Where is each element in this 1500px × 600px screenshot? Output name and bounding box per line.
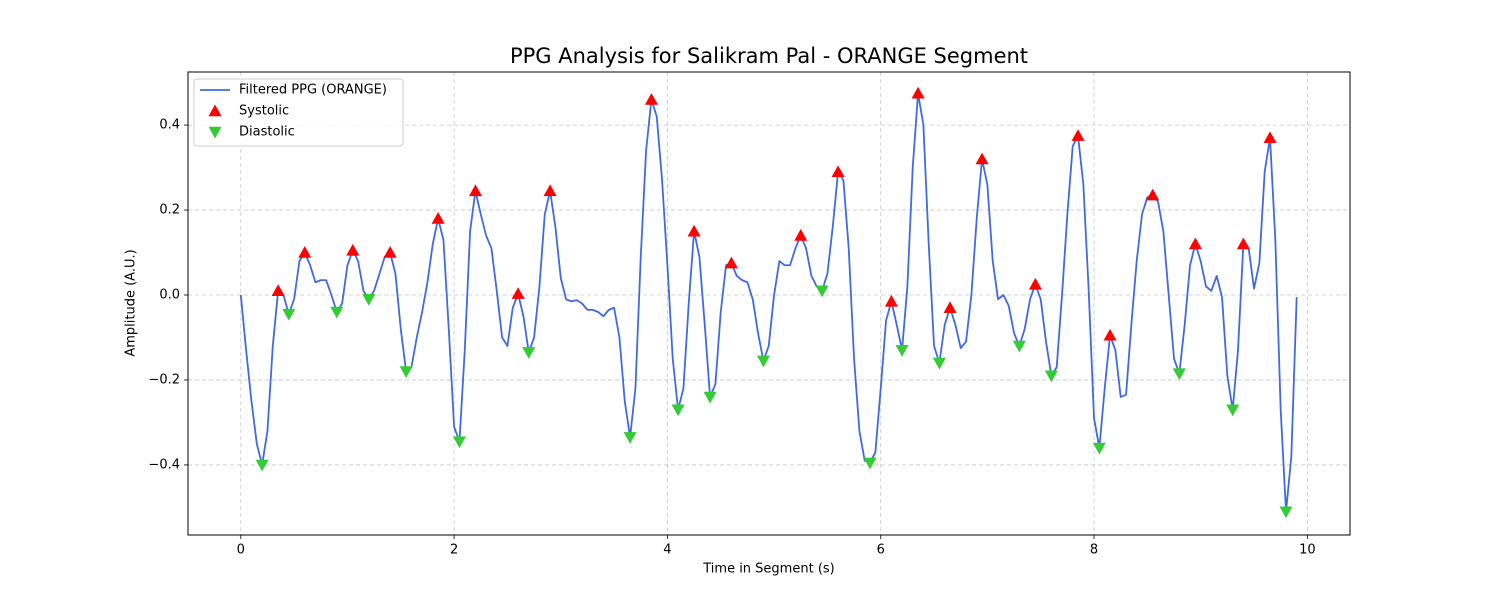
systolic-marker	[271, 284, 285, 296]
diastolic-marker	[522, 347, 536, 359]
systolic-marker	[943, 301, 957, 313]
legend-box	[193, 78, 404, 147]
diastolic-marker	[330, 306, 344, 319]
diastolic-marker	[362, 294, 376, 306]
diastolic-marker	[703, 391, 717, 404]
y-axis-label: Amplitude (A.U.)	[124, 249, 139, 356]
systolic-marker	[1103, 328, 1117, 341]
diastolic-marker	[282, 308, 296, 321]
diastolic-marker	[623, 432, 637, 444]
diastolic-marker	[1172, 368, 1186, 381]
y-tick-label: 0.2	[159, 203, 180, 218]
diastolic-marker	[399, 366, 413, 378]
diastolic-marker	[756, 355, 770, 368]
diastolic-marker	[1012, 340, 1026, 353]
x-tick-label: 10	[1299, 543, 1316, 558]
x-tick-label: 0	[237, 543, 245, 558]
diastolic-marker	[1092, 442, 1106, 455]
legend-label: Systolic	[239, 104, 289, 119]
systolic-marker	[1236, 237, 1250, 250]
systolic-marker	[794, 229, 808, 241]
x-axis-label: Time in Segment (s)	[702, 562, 834, 577]
diastolic-marker	[1279, 506, 1293, 519]
diastolic-marker	[932, 357, 946, 370]
y-tick-label: 0.0	[159, 288, 180, 303]
x-tick-label: 8	[1090, 543, 1098, 558]
systolic-marker	[543, 184, 557, 197]
systolic-marker	[431, 212, 445, 224]
diastolic-marker	[863, 457, 877, 470]
systolic-marker	[724, 256, 738, 269]
y-tick-label: −0.4	[148, 457, 180, 472]
legend-label: Diastolic	[239, 125, 295, 140]
axes-frame	[187, 71, 1351, 536]
y-tick-label: 0.4	[159, 118, 180, 133]
diastolic-marker	[815, 285, 829, 298]
legend-swatch	[208, 126, 222, 139]
ppg-line	[239, 92, 1298, 513]
diastolic-marker	[1226, 404, 1240, 417]
systolic-marker	[975, 152, 989, 165]
systolic-marker	[884, 294, 898, 307]
diastolic-marker	[895, 345, 909, 357]
systolic-marker	[831, 165, 845, 178]
diastolic-marker	[1044, 370, 1058, 383]
y-tick-label: −0.2	[148, 372, 180, 387]
systolic-marker	[511, 287, 525, 299]
systolic-marker	[1146, 188, 1160, 201]
x-tick-label: 4	[663, 543, 671, 558]
systolic-marker	[383, 246, 397, 258]
systolic-marker	[1028, 277, 1042, 290]
x-tick-label: 2	[450, 543, 458, 558]
systolic-marker	[468, 184, 482, 197]
systolic-marker	[911, 86, 925, 99]
systolic-marker	[1071, 129, 1085, 141]
systolic-marker	[1188, 237, 1202, 250]
systolic-marker	[346, 243, 360, 256]
systolic-marker	[298, 246, 312, 258]
chart-title: PPG Analysis for Salikram Pal - ORANGE S…	[510, 44, 1028, 68]
diastolic-marker	[255, 459, 269, 472]
systolic-marker	[644, 93, 658, 105]
diastolic-marker	[671, 404, 685, 417]
diastolic-marker	[452, 436, 466, 449]
legend-label: Filtered PPG (ORANGE)	[239, 83, 387, 98]
legend-swatch	[208, 104, 222, 117]
x-tick-label: 6	[877, 543, 885, 558]
systolic-marker	[1263, 131, 1277, 144]
systolic-marker	[687, 224, 701, 237]
